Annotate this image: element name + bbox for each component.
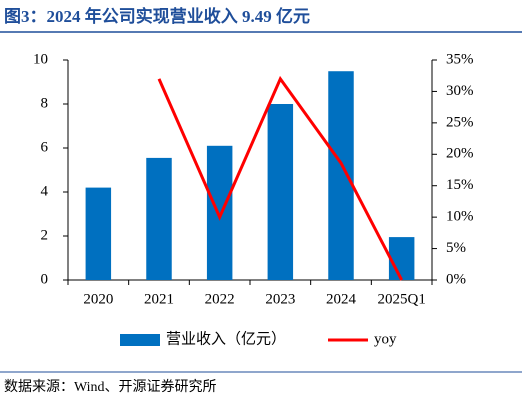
y-tick-label: 0 xyxy=(41,271,49,287)
line xyxy=(157,75,403,281)
y2-tick-label: 15% xyxy=(446,177,474,193)
bar xyxy=(328,71,354,280)
x-tick-label: 2020 xyxy=(83,291,113,307)
y-tick-label: 2 xyxy=(41,227,49,243)
chart-title: 图3：2024 年公司实现营业收入 9.49 亿元 xyxy=(4,6,310,26)
bar xyxy=(267,104,294,280)
y-tick-label: 4 xyxy=(41,183,49,199)
y-tick-label: 10 xyxy=(33,51,48,67)
source: 数据来源：Wind、开源证券研究所 xyxy=(4,379,217,395)
y2-tick-label: 25% xyxy=(446,114,474,130)
x-tick-label: 2024 xyxy=(326,291,357,307)
legend-label: yoy xyxy=(374,331,397,347)
bar xyxy=(146,157,172,280)
bar xyxy=(206,145,233,280)
y2-tick-label: 35% xyxy=(446,51,474,67)
y2-tick-label: 0% xyxy=(446,271,466,287)
x-tick-label: 2023 xyxy=(265,291,295,307)
y-tick-label: 6 xyxy=(41,139,49,155)
legend-label: 营业收入（亿元） xyxy=(166,330,286,347)
y2-tick-label: 5% xyxy=(446,240,466,256)
legend-swatch xyxy=(120,334,160,346)
y2-tick-label: 20% xyxy=(446,146,474,162)
bar xyxy=(388,237,415,280)
y2-tick-label: 10% xyxy=(446,209,474,225)
y2-tick-label: 30% xyxy=(446,83,474,99)
x-tick-label: 2025Q1 xyxy=(377,291,425,307)
y-tick-label: 8 xyxy=(41,95,49,111)
x-tick-label: 2021 xyxy=(144,291,174,307)
bar xyxy=(85,187,112,280)
x-tick-label: 2022 xyxy=(205,291,235,307)
